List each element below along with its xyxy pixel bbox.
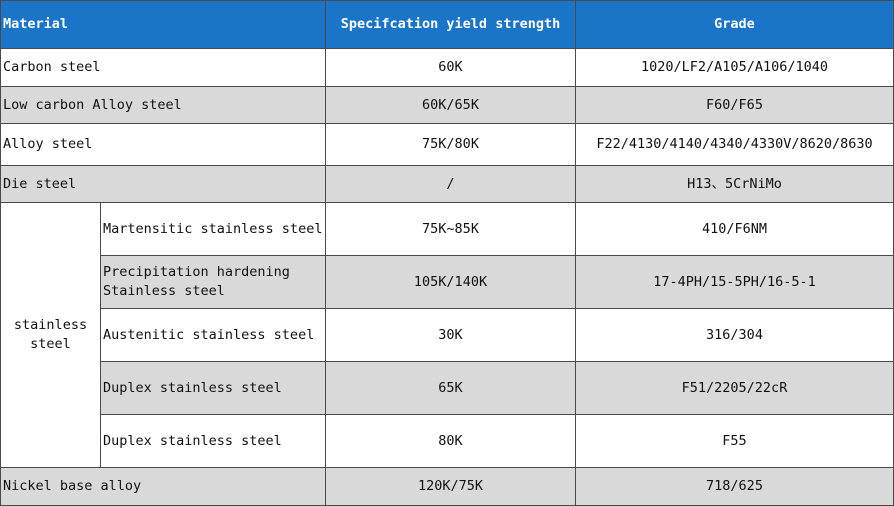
grade-cell: F22/4130/4140/4340/4330V/8620/8630	[575, 123, 894, 166]
grade-cell: 410/F6NM	[575, 202, 894, 256]
table-row: Carbon steel 60K 1020/LF2/A105/A106/1040	[0, 48, 894, 87]
material-cell: Die steel	[0, 165, 326, 203]
grade-cell: F51/2205/22cR	[575, 361, 894, 415]
yield-cell: 105K/140K	[325, 255, 576, 309]
stainless-type-cell: Austenitic stainless steel	[100, 308, 326, 362]
table-row: Alloy steel 75K/80K F22/4130/4140/4340/4…	[0, 123, 894, 166]
header-grade: Grade	[575, 0, 894, 49]
grade-cell: 1020/LF2/A105/A106/1040	[575, 48, 894, 87]
table-row: Nickel base alloy 120K/75K 718/625	[0, 467, 894, 506]
yield-cell: 120K/75K	[325, 467, 576, 506]
stainless-type-cell: Duplex stainless steel	[100, 361, 326, 415]
grade-cell: 316/304	[575, 308, 894, 362]
grade-cell: F60/F65	[575, 86, 894, 124]
table-row: Die steel / H13、5CrNiMo	[0, 165, 894, 203]
header-material: Material	[0, 0, 326, 49]
table-row: stainless steel Martensitic stainless st…	[0, 202, 894, 468]
header-yield-strength: Specifcation yield strength	[325, 0, 576, 49]
table-row: Duplex stainless steel 65K F51/2205/22cR	[1, 361, 894, 415]
table-row: Low carbon Alloy steel 60K/65K F60/F65	[0, 86, 894, 124]
yield-cell: 75K~85K	[325, 202, 576, 256]
grade-cell: H13、5CrNiMo	[575, 165, 894, 203]
grade-cell: 17-4PH/15-5PH/16-5-1	[575, 255, 894, 309]
yield-cell: 80K	[325, 414, 576, 468]
yield-cell: 60K	[325, 48, 576, 87]
stainless-type-cell: Martensitic stainless steel	[100, 202, 326, 256]
yield-cell: /	[325, 165, 576, 203]
grade-cell: F55	[575, 414, 894, 468]
material-cell: Alloy steel	[0, 123, 326, 166]
material-cell: Low carbon Alloy steel	[0, 86, 326, 124]
yield-cell: 30K	[325, 308, 576, 362]
stainless-group-cell: stainless steel	[0, 202, 101, 468]
grade-cell: 718/625	[575, 467, 894, 506]
yield-cell: 65K	[325, 361, 576, 415]
table-row: Precipitation hardening Stainless steel …	[1, 255, 894, 309]
stainless-type-cell: Precipitation hardening Stainless steel	[100, 255, 326, 309]
yield-cell: 60K/65K	[325, 86, 576, 124]
material-cell: Carbon steel	[0, 48, 326, 87]
material-cell: Nickel base alloy	[0, 467, 326, 506]
table-row: Austenitic stainless steel 30K 316/304	[1, 308, 894, 362]
table-row: Duplex stainless steel 80K F55	[1, 414, 894, 468]
header-row: Material Specifcation yield strength Gra…	[0, 0, 894, 49]
yield-cell: 75K/80K	[325, 123, 576, 166]
stainless-type-cell: Duplex stainless steel	[100, 414, 326, 468]
